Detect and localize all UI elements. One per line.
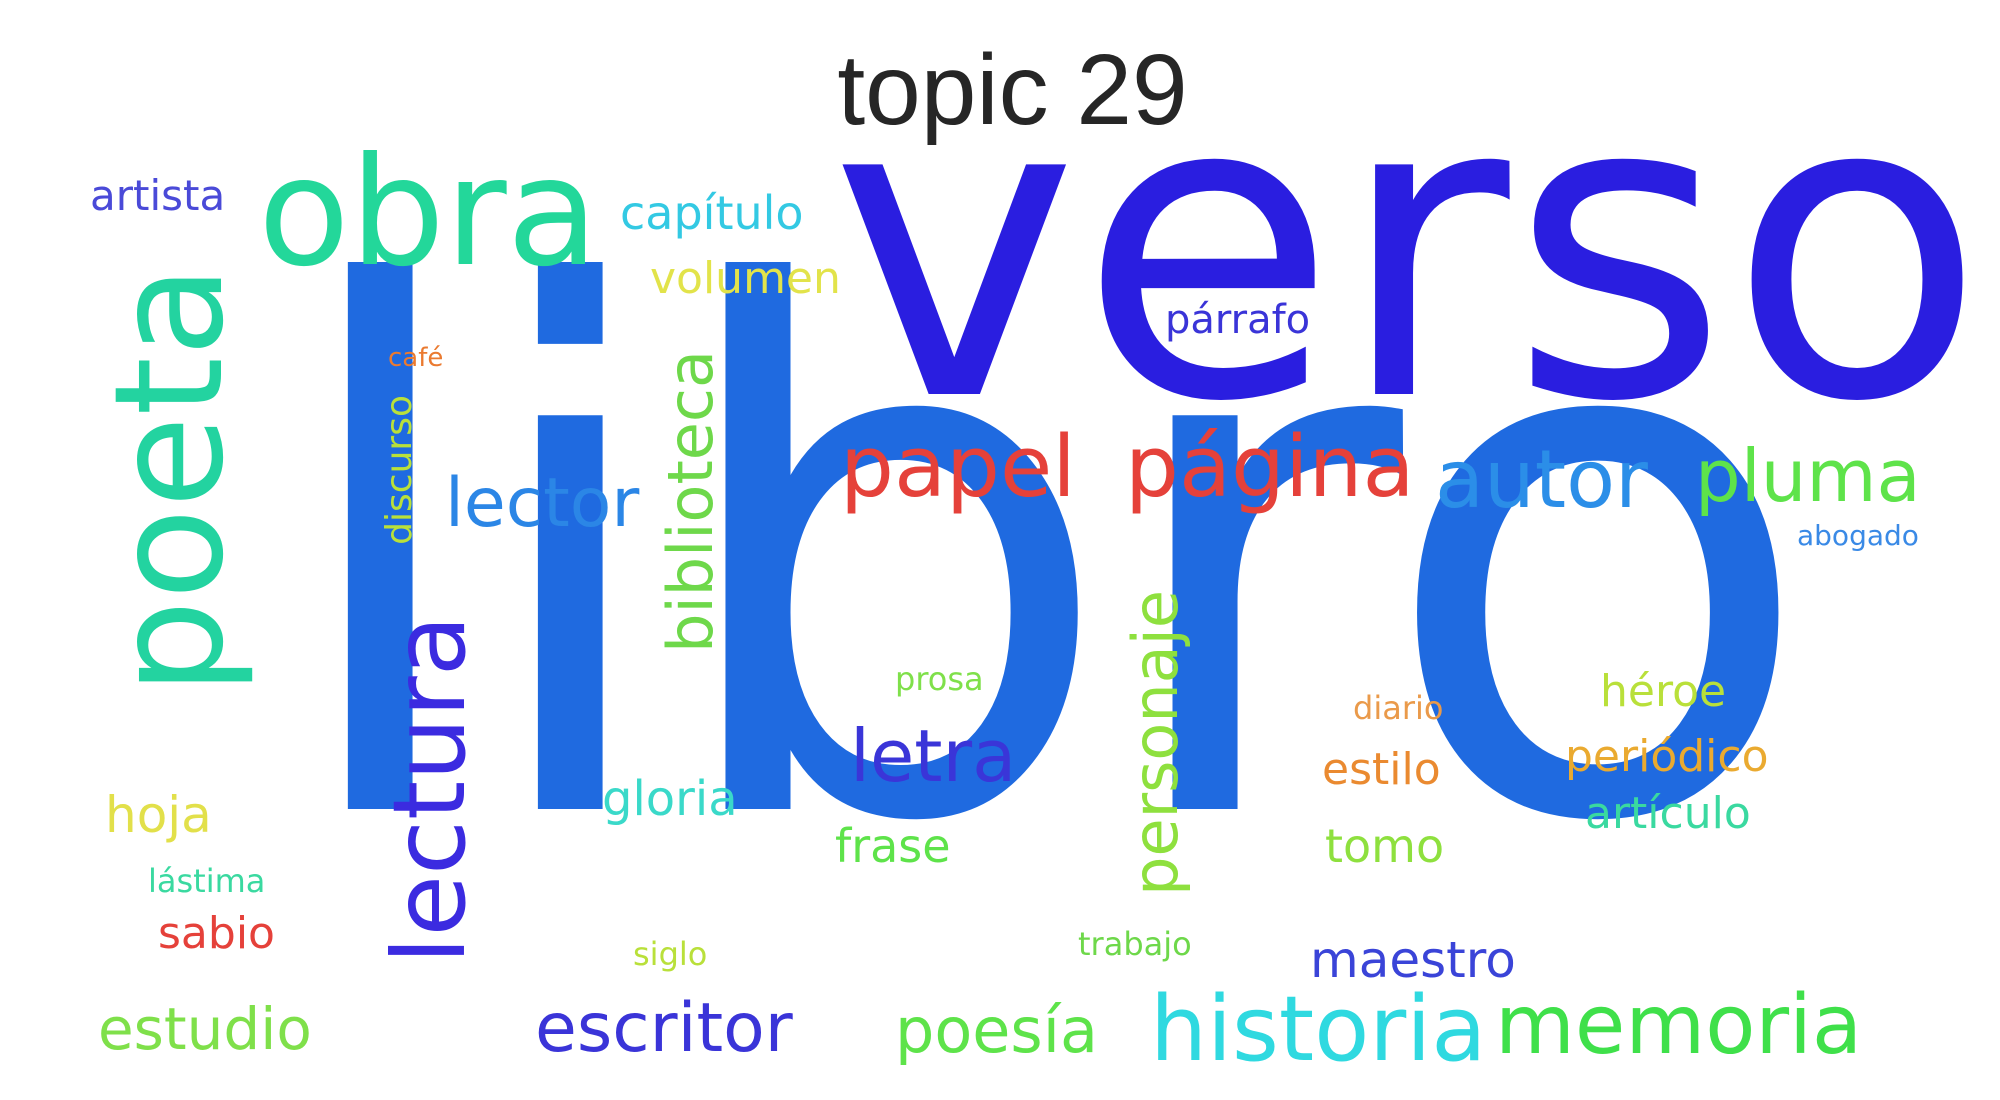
- word-diario: diario: [1353, 689, 1444, 727]
- word-lectura: lectura: [371, 615, 488, 965]
- word-volumen: volumen: [650, 253, 841, 304]
- word-libro: libro: [280, 141, 1818, 979]
- word-poeta: poeta: [83, 265, 257, 696]
- word-lastima: lástima: [148, 862, 266, 900]
- word-papel: papel: [840, 418, 1076, 517]
- word-trabajo: trabajo: [1078, 925, 1192, 963]
- word-discurso: discurso: [379, 395, 420, 545]
- word-pagina: página: [1125, 418, 1415, 517]
- word-verso: verso: [830, 5, 1986, 494]
- word-sabio: sabio: [158, 908, 275, 959]
- word-tomo: tomo: [1325, 819, 1445, 873]
- word-letra: letra: [850, 714, 1017, 798]
- word-cafe: café: [388, 343, 444, 373]
- word-hoja: hoja: [105, 786, 212, 844]
- word-periodico: periódico: [1565, 731, 1769, 782]
- word-estilo: estilo: [1322, 744, 1441, 795]
- word-poesia: poesía: [895, 994, 1098, 1067]
- word-estudio: estudio: [98, 995, 312, 1063]
- word-biblioteca: biblioteca: [654, 350, 727, 653]
- word-memoria: memoria: [1495, 978, 1863, 1073]
- word-capitulo: capítulo: [620, 186, 804, 240]
- word-autor: autor: [1435, 433, 1648, 526]
- word-siglo: siglo: [633, 935, 708, 973]
- word-abogado: abogado: [1797, 519, 1919, 552]
- word-obra: obra: [258, 126, 599, 300]
- word-maestro: maestro: [1310, 931, 1516, 989]
- word-artista: artista: [90, 171, 226, 220]
- word-frase: frase: [835, 819, 951, 873]
- chart-title: topic 29: [837, 34, 1188, 146]
- word-pluma: pluma: [1695, 434, 1921, 518]
- word-gloria: gloria: [602, 771, 738, 827]
- word-parrafo: párrafo: [1165, 297, 1311, 343]
- word-escritor: escritor: [535, 989, 793, 1068]
- word-heroe: héroe: [1600, 666, 1727, 717]
- word-personaje: personaje: [1119, 590, 1192, 896]
- word-historia: historia: [1150, 977, 1487, 1082]
- word-articulo: artículo: [1585, 788, 1751, 839]
- word-prosa: prosa: [895, 660, 984, 698]
- word-lector: lector: [445, 464, 640, 543]
